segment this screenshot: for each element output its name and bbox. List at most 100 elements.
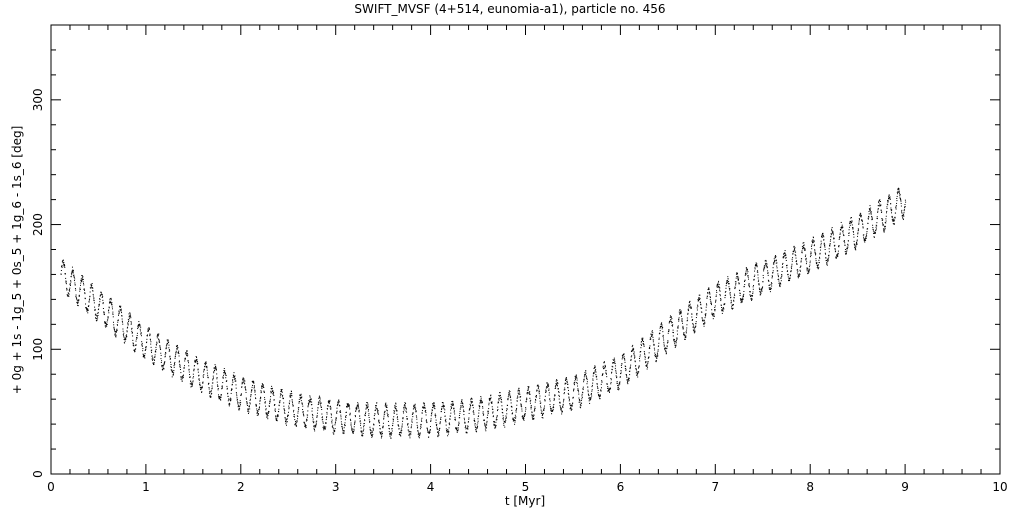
data-point <box>532 416 534 418</box>
data-point <box>485 423 487 425</box>
data-point <box>249 403 251 405</box>
data-point <box>138 321 140 323</box>
data-point <box>513 420 515 422</box>
data-point <box>583 376 585 378</box>
data-point <box>881 211 883 213</box>
data-point <box>83 288 85 290</box>
data-point <box>556 379 558 381</box>
data-point <box>298 398 300 400</box>
data-point <box>472 404 474 406</box>
data-point <box>473 410 475 412</box>
data-point <box>239 408 241 410</box>
data-point <box>208 387 210 389</box>
data-point <box>257 414 259 416</box>
data-point <box>761 289 763 291</box>
data-point <box>829 244 831 246</box>
data-point <box>558 395 560 397</box>
data-point <box>298 409 300 411</box>
data-point <box>506 408 508 410</box>
data-point <box>640 347 642 349</box>
data-point <box>564 389 566 391</box>
data-point <box>902 216 904 218</box>
data-point <box>435 422 437 424</box>
data-point <box>544 400 546 402</box>
data-point <box>632 349 634 351</box>
data-point <box>494 427 496 429</box>
data-point <box>430 420 432 422</box>
data-point <box>837 250 839 252</box>
data-point <box>647 362 649 364</box>
data-point <box>210 390 212 392</box>
data-point <box>696 307 698 309</box>
data-point <box>625 366 627 368</box>
data-point <box>191 383 193 385</box>
data-point <box>185 358 186 360</box>
data-point <box>888 194 890 196</box>
data-point <box>264 397 266 399</box>
data-point <box>216 384 218 386</box>
data-point <box>780 277 782 279</box>
data-point <box>71 274 73 276</box>
data-point <box>390 434 392 436</box>
data-point <box>102 299 104 301</box>
data-point <box>215 369 217 371</box>
data-point <box>112 311 114 313</box>
data-point <box>393 410 395 412</box>
data-point <box>526 393 528 395</box>
data-point <box>410 426 412 428</box>
data-point <box>538 389 540 391</box>
data-point <box>542 417 544 419</box>
data-point <box>544 405 546 407</box>
data-point <box>741 301 743 303</box>
data-point <box>719 293 721 295</box>
data-point <box>353 431 355 432</box>
data-point <box>561 413 563 415</box>
data-point <box>412 408 414 410</box>
data-point <box>153 362 155 364</box>
data-point <box>635 367 637 369</box>
data-point <box>514 421 516 423</box>
data-point <box>530 408 532 410</box>
data-point <box>291 400 293 402</box>
data-point <box>814 252 816 254</box>
data-point <box>615 372 617 374</box>
data-point <box>296 420 298 422</box>
data-point <box>519 392 521 394</box>
data-point <box>556 385 558 387</box>
data-point <box>329 407 331 409</box>
data-point <box>391 430 393 432</box>
data-point <box>195 360 197 362</box>
data-point <box>762 277 764 279</box>
data-point <box>879 200 881 202</box>
data-point <box>470 405 472 407</box>
data-point <box>905 201 907 203</box>
data-point <box>529 397 531 399</box>
data-point <box>512 417 514 419</box>
data-point <box>290 396 292 398</box>
data-point <box>366 405 368 407</box>
data-point <box>796 264 798 265</box>
data-point <box>631 350 633 352</box>
data-point <box>606 373 607 375</box>
data-point <box>600 390 602 392</box>
data-point <box>211 388 213 390</box>
data-point <box>839 233 841 235</box>
data-point <box>759 291 761 293</box>
data-point <box>390 434 392 436</box>
data-point <box>231 388 233 390</box>
data-point <box>642 339 644 341</box>
data-point <box>674 341 676 343</box>
data-point <box>547 384 549 386</box>
data-point <box>520 404 522 406</box>
data-point <box>176 346 178 348</box>
data-point <box>403 412 405 414</box>
data-point <box>272 393 274 395</box>
data-point <box>549 406 551 408</box>
data-point <box>646 364 648 366</box>
data-point <box>288 402 290 404</box>
data-point <box>756 265 758 267</box>
data-point <box>93 299 95 301</box>
data-point <box>886 203 888 205</box>
data-point <box>385 406 387 408</box>
data-point <box>895 208 897 210</box>
